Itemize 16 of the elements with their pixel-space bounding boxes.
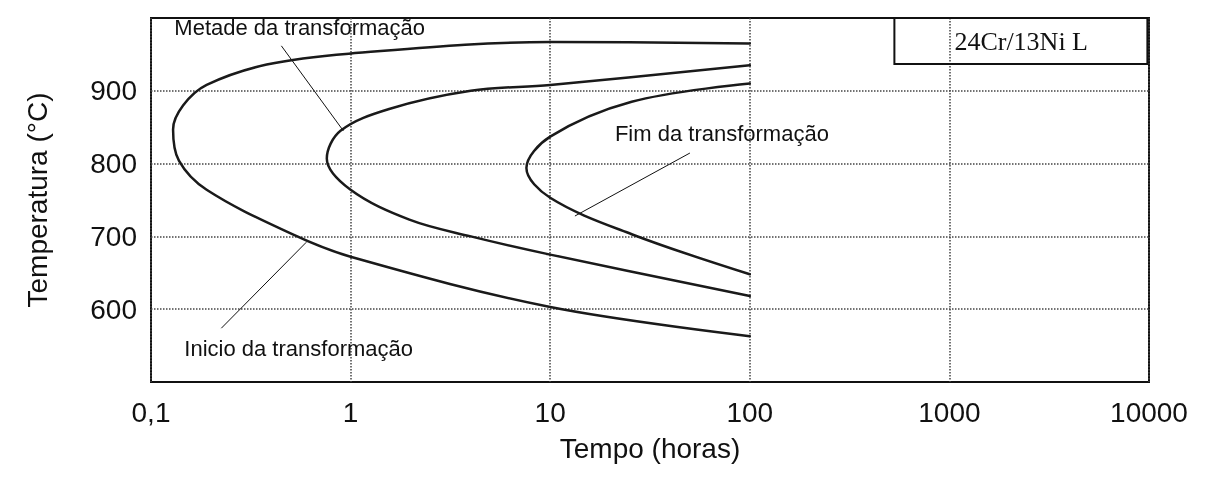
y-tick-label: 800 [90,148,137,180]
chart-title: 24Cr/13Ni L [954,26,1088,56]
y-tick-label: 900 [90,75,137,107]
x-tick-label: 10 [534,396,566,428]
x-tick-label: 0,1 [131,396,171,428]
x-tick-label: 100 [726,396,774,428]
y-tick-label: 600 [90,293,137,325]
x-tick-label: 1000 [918,396,981,428]
x-axis-title: Tempo (horas) [559,432,741,464]
x-tick-label: 10000 [1110,396,1188,428]
annotation: Fim da transformação [614,120,829,146]
y-axis-title: Temperatura (°C) [21,92,53,308]
y-tick-label: 700 [90,220,137,252]
annotation: Metade da transformação [174,15,426,41]
annotation: Inicio da transformação [184,335,413,361]
x-tick-label: 1 [342,396,359,428]
